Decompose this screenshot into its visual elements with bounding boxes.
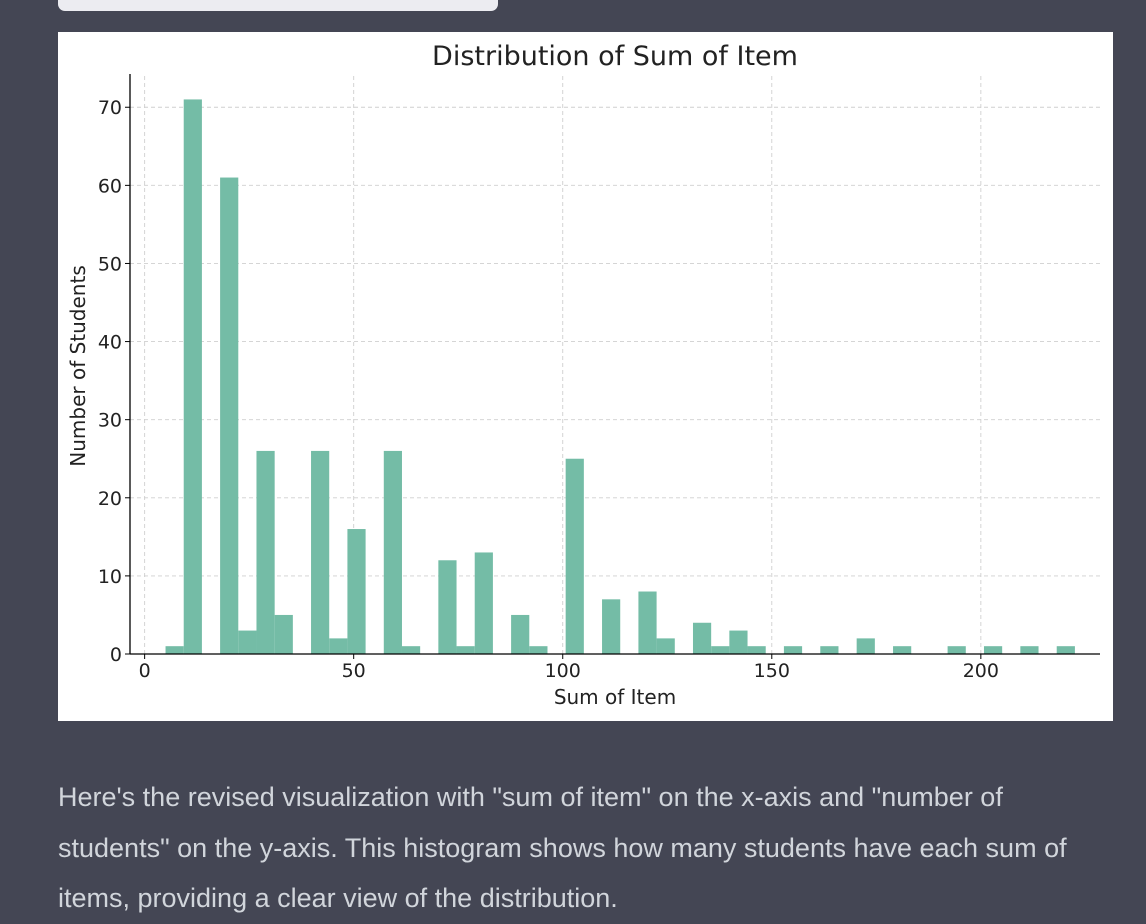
histogram-bar bbox=[638, 591, 657, 654]
histogram-bar bbox=[783, 646, 803, 654]
histogram-bar bbox=[311, 450, 330, 654]
histogram-bar bbox=[893, 646, 912, 654]
grid-lines bbox=[130, 76, 1100, 655]
histogram-bar bbox=[401, 646, 421, 654]
y-tick-label: 0 bbox=[110, 644, 122, 666]
histogram-bar bbox=[438, 560, 457, 654]
x-tick-label: 200 bbox=[963, 660, 999, 682]
y-axis-label: Number of Students bbox=[66, 265, 90, 466]
message-input-edge bbox=[58, 0, 498, 11]
histogram-bar bbox=[329, 638, 348, 654]
y-tick-label: 50 bbox=[98, 253, 122, 275]
x-axis-label: Sum of Item bbox=[554, 685, 676, 709]
y-tick-label: 30 bbox=[98, 410, 122, 432]
bars bbox=[165, 99, 1075, 655]
axes bbox=[129, 74, 1100, 655]
x-tick-label: 50 bbox=[342, 660, 366, 682]
x-tick-label: 150 bbox=[754, 660, 790, 682]
histogram-bar bbox=[1020, 646, 1039, 654]
assistant-message-text: Here's the revised visualization with "s… bbox=[58, 782, 1067, 913]
y-tick-label: 20 bbox=[98, 488, 122, 510]
histogram-chart: 0 50 100 150 200 0 10 20 30 40 50 60 70 Distribution… bbox=[66, 41, 1100, 709]
histogram-bar bbox=[165, 646, 184, 654]
histogram-bar bbox=[383, 450, 402, 654]
x-tick-label: 0 bbox=[139, 660, 151, 682]
histogram-bar bbox=[565, 458, 584, 654]
x-tick-label: 100 bbox=[545, 660, 581, 682]
histogram-bar bbox=[856, 638, 875, 654]
histogram-bar bbox=[529, 646, 548, 654]
histogram-bar bbox=[511, 614, 530, 654]
histogram-bar bbox=[456, 646, 475, 654]
histogram-bar bbox=[656, 638, 675, 654]
y-tick-label: 60 bbox=[98, 175, 122, 197]
histogram-bar bbox=[747, 646, 766, 654]
histogram-bar bbox=[820, 646, 839, 654]
histogram-bar bbox=[220, 177, 239, 655]
histogram-bar bbox=[256, 450, 275, 654]
histogram-bar bbox=[692, 622, 712, 654]
chart-title: Distribution of Sum of Item bbox=[432, 41, 798, 72]
y-tick-label: 10 bbox=[98, 566, 122, 588]
y-tick-label: 70 bbox=[98, 97, 122, 119]
tick-labels: 0 50 100 150 200 0 10 20 30 40 50 60 70 bbox=[98, 97, 999, 682]
histogram-bar bbox=[1056, 646, 1075, 654]
histogram-bar bbox=[729, 630, 748, 654]
histogram-bar bbox=[602, 599, 621, 654]
y-tick-label: 40 bbox=[98, 332, 122, 354]
histogram-bar bbox=[238, 630, 257, 654]
histogram-bar bbox=[183, 99, 202, 654]
chart-image: 0 50 100 150 200 0 10 20 30 40 50 60 70 Distribution… bbox=[58, 32, 1113, 721]
histogram-bar bbox=[711, 646, 730, 654]
histogram-bar bbox=[274, 614, 293, 654]
histogram-bar bbox=[474, 552, 493, 654]
histogram-bar bbox=[347, 529, 366, 654]
histogram-bar bbox=[947, 646, 966, 654]
histogram-bar bbox=[983, 646, 1003, 654]
